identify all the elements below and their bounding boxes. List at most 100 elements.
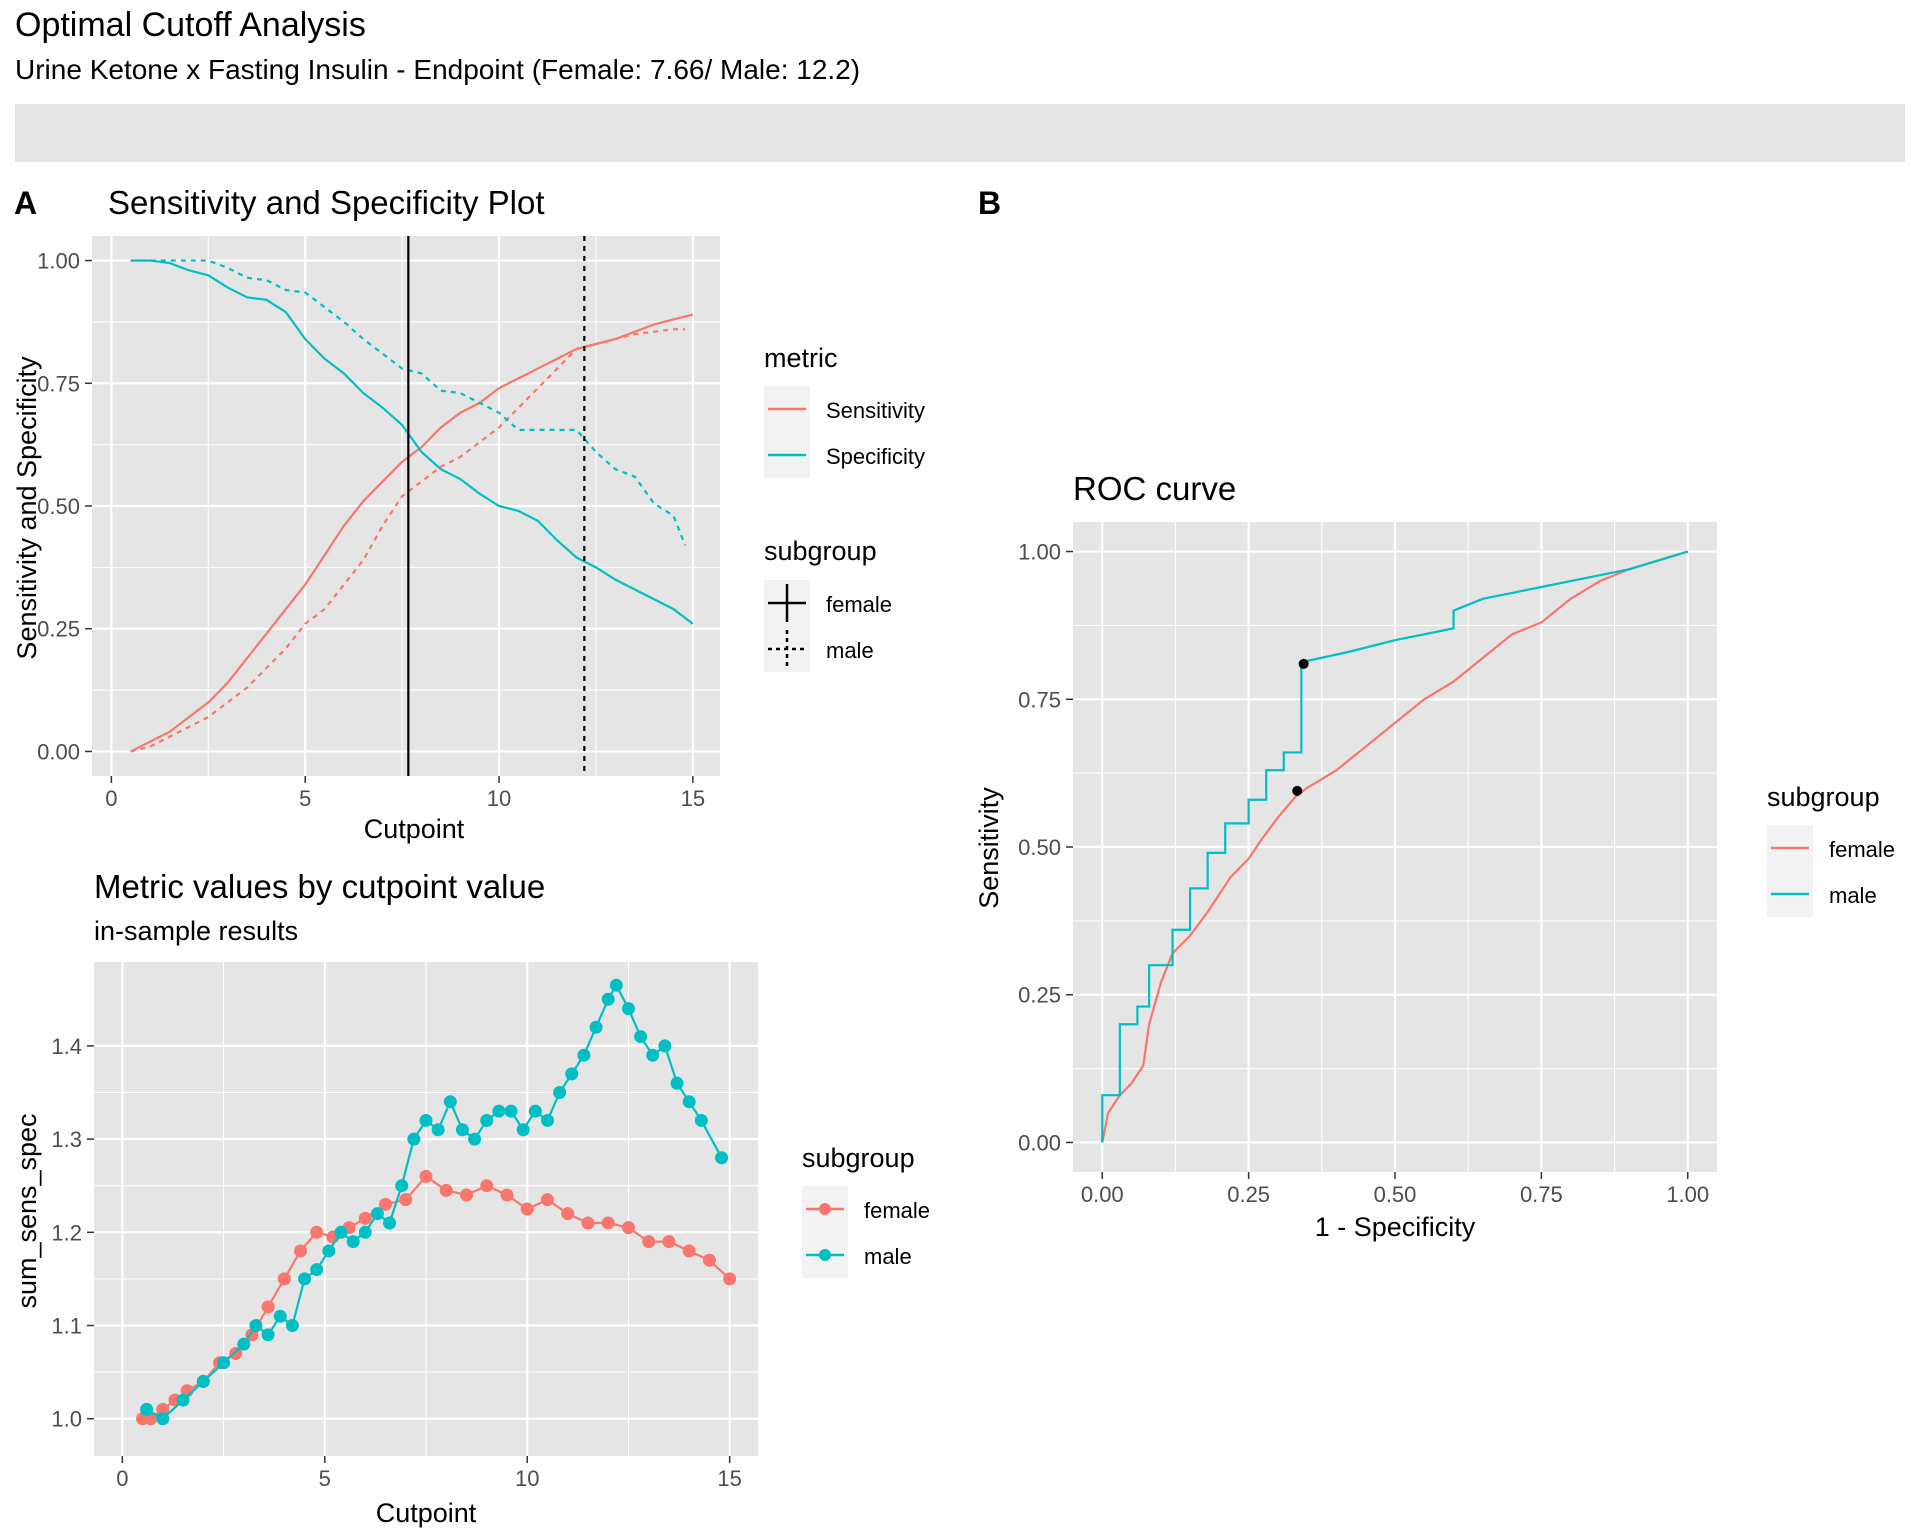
metric-xtick-label: 5 <box>319 1466 331 1491</box>
metric-point-male <box>694 1113 708 1127</box>
legend-label-male: male <box>826 638 874 663</box>
metric-point-male <box>634 1030 648 1044</box>
metric-point-male <box>237 1337 251 1351</box>
metric-point-male <box>140 1402 154 1416</box>
metric-point-female <box>399 1193 413 1207</box>
metric-point-female <box>379 1197 393 1211</box>
metric-point-male <box>682 1095 696 1109</box>
metric-point-female <box>229 1346 243 1360</box>
legend-metric-title: metric <box>764 343 838 373</box>
roc-optimal-point-female <box>1292 785 1303 796</box>
panel-label-a: A <box>14 185 37 221</box>
metric-point-male <box>504 1104 518 1118</box>
sens-spec-ytick-label: 0.00 <box>37 739 80 764</box>
metric-point-male <box>217 1356 231 1370</box>
roc-line-female <box>1101 550 1689 1143</box>
panel-label-b: B <box>978 185 1001 221</box>
metric-xlabel: Cutpoint <box>376 1498 477 1528</box>
metric-ytick-label: 1.0 <box>51 1407 82 1432</box>
metric-point-male <box>565 1067 579 1081</box>
metric-legend-key-male <box>819 1249 831 1261</box>
metric-point-male <box>621 1002 635 1016</box>
metric-point-female <box>480 1179 494 1193</box>
metric-point-female <box>358 1211 372 1225</box>
metric-point-male <box>431 1123 445 1137</box>
metric-point-female <box>500 1188 514 1202</box>
sens-spec-line-specificity-female <box>130 259 694 625</box>
roc-legend-label-female: female <box>1829 837 1895 862</box>
roc-ylabel: Sensitivity <box>974 787 1004 909</box>
metric-point-female <box>662 1235 676 1249</box>
metric-ylabel: sum_sens_spec <box>12 1113 42 1308</box>
metric-point-male <box>492 1104 506 1118</box>
metric-point-male <box>528 1104 542 1118</box>
metric-point-male <box>322 1244 336 1258</box>
metric-point-male <box>468 1132 482 1146</box>
metric-point-male <box>249 1319 263 1333</box>
sens-spec-title: Sensitivity and Specificity Plot <box>108 184 545 221</box>
metric-chart: Metric values by cutpoint value in-sampl… <box>12 868 930 1528</box>
metric-ytick-label: 1.2 <box>51 1220 82 1245</box>
metric-plot-area: 0 5 10 15 1.0 1.1 1.2 1.3 1.4 <box>51 962 758 1491</box>
metric-xtick-label: 0 <box>116 1466 128 1491</box>
figure-title: Optimal Cutoff Analysis <box>15 6 366 44</box>
legend-label-specificity: Specificity <box>826 444 925 469</box>
metric-point-female <box>642 1235 656 1249</box>
roc-ytick-label: 0.00 <box>1018 1130 1061 1155</box>
legend-metric: metric Sensitivity Specificity <box>764 343 925 478</box>
sens-spec-ytick-label: 0.50 <box>37 494 80 519</box>
sens-spec-ytick-label: 0.25 <box>37 617 80 642</box>
legend-subgroup-lines: subgroup female male <box>764 536 892 672</box>
figure-subtitle: Urine Ketone x Fasting Insulin - Endpoin… <box>15 54 861 85</box>
sens-spec-ytick-label: 0.75 <box>37 371 80 396</box>
metric-xtick-label: 15 <box>717 1466 741 1491</box>
metric-point-male <box>609 978 623 992</box>
metric-point-female <box>419 1169 433 1183</box>
legend-label-female: female <box>826 592 892 617</box>
metric-ytick-label: 1.3 <box>51 1127 82 1152</box>
metric-point-male <box>670 1076 684 1090</box>
metric-point-female <box>561 1207 575 1221</box>
title-band <box>15 104 1905 162</box>
metric-point-female <box>581 1216 595 1230</box>
roc-xtick-label: 0.25 <box>1227 1182 1270 1207</box>
metric-point-male <box>715 1151 729 1165</box>
roc-legend: subgroup female male <box>1767 782 1895 917</box>
roc-ytick-label: 1.00 <box>1018 540 1061 565</box>
metric-point-male <box>156 1412 170 1426</box>
metric-point-male <box>261 1328 275 1342</box>
metric-point-male <box>553 1085 567 1099</box>
roc-ytick-label: 0.75 <box>1018 687 1061 712</box>
roc-ytick-label: 0.50 <box>1018 835 1061 860</box>
metric-legend-label-male: male <box>864 1244 912 1269</box>
sens-spec-xtick-label: 15 <box>681 786 705 811</box>
roc-title: ROC curve <box>1073 470 1236 507</box>
legend-subgroup-title: subgroup <box>764 536 877 566</box>
metric-point-female <box>439 1183 453 1197</box>
roc-xlabel: 1 - Specificity <box>1315 1212 1476 1242</box>
metric-point-male <box>419 1113 433 1127</box>
roc-legend-title: subgroup <box>1767 782 1880 812</box>
metric-point-male <box>646 1048 660 1062</box>
metric-legend: subgroup female male <box>802 1143 930 1278</box>
metric-point-male <box>516 1123 530 1137</box>
metric-point-female <box>293 1244 307 1258</box>
metric-legend-key-female <box>819 1203 831 1215</box>
metric-point-male <box>176 1393 190 1407</box>
metric-point-female <box>156 1402 170 1416</box>
metric-point-male <box>407 1132 421 1146</box>
metric-title: Metric values by cutpoint value <box>94 868 545 905</box>
metric-point-male <box>577 1048 591 1062</box>
metric-subtitle: in-sample results <box>94 916 298 946</box>
sens-spec-xtick-label: 0 <box>105 786 117 811</box>
roc-plot-area: 0.00 0.25 0.50 0.75 1.00 0.00 0.25 0.50 0.75 1.00 <box>1018 522 1717 1207</box>
metric-point-female <box>520 1202 534 1216</box>
metric-legend-title: subgroup <box>802 1143 915 1173</box>
metric-point-male <box>370 1207 384 1221</box>
roc-xtick-label: 0.00 <box>1081 1182 1124 1207</box>
metric-point-male <box>273 1309 287 1323</box>
metric-point-male <box>480 1113 494 1127</box>
metric-point-male <box>334 1225 348 1239</box>
sens-spec-ylabel: Sensitivity and Specificity <box>12 356 42 660</box>
